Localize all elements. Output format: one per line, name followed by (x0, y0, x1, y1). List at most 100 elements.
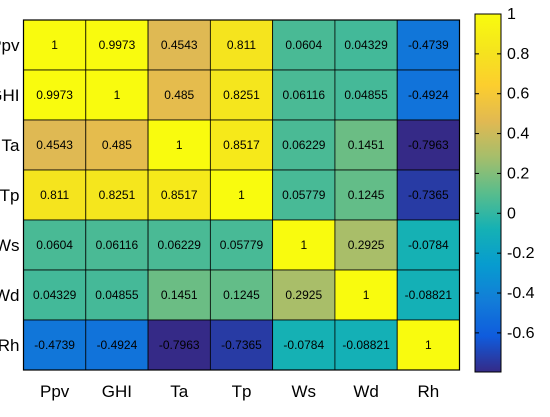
heatmap-cell-tp-ppv (23, 169, 87, 221)
heatmap-cell-value: 0.06229 (282, 138, 326, 152)
heatmap-cell-wd-tp (209, 269, 274, 321)
heatmap-cell-value: 1 (363, 288, 370, 302)
heatmap-cell-value: 0.8251 (99, 188, 136, 202)
heatmap-cell-value: 0.06229 (158, 238, 202, 252)
heatmap-cell-tp-rh (396, 169, 460, 221)
row-label-ta: Ta (2, 136, 21, 155)
heatmap-cell-value: -0.4739 (408, 38, 449, 52)
heatmap-cell-ws-ppv (23, 219, 87, 271)
row-label-tp: Tp (0, 186, 20, 205)
heatmap-cell-rh-ppv (23, 319, 87, 371)
heatmap-cell-value: 0.1245 (223, 288, 260, 302)
heatmap-cell-wd-ws (272, 269, 336, 321)
heatmap-cell-value: -0.0784 (408, 238, 449, 252)
heatmap-cell-value: -0.4924 (97, 338, 138, 352)
col-label-tp: Tp (232, 382, 252, 401)
colorbar-tick-label: -0.2 (507, 245, 535, 262)
heatmap-cell-value: 0.4543 (161, 38, 198, 52)
heatmap-cell-ppv-ppv (23, 19, 87, 71)
heatmap-cell-value: 0.4543 (36, 138, 73, 152)
heatmap-cell-rh-ws (272, 319, 336, 371)
colorbar-tick-label: 0.8 (507, 46, 529, 63)
heatmap-cell-value: 0.8517 (223, 138, 260, 152)
heatmap-cell-ta-rh (396, 119, 460, 171)
heatmap-row-labels: Ppv GHI Ta Tp Ws Wd Rh (0, 36, 20, 355)
heatmap-cell-value: 0.04855 (344, 88, 388, 102)
heatmap-cell-ta-wd (334, 119, 398, 171)
heatmap-cell-wd-ghi (85, 269, 149, 321)
heatmap-cell-value: -0.0784 (283, 338, 324, 352)
row-label-ppv: Ppv (0, 36, 20, 55)
heatmap-cell-ta-ghi (85, 119, 149, 171)
row-label-ws: Ws (0, 236, 20, 255)
heatmap-cell-rh-wd (334, 319, 398, 371)
heatmap-cell-labels: 1 0.9973 0.4543 0.811 0.0604 0.04329 -0.4739 0.… (33, 38, 452, 352)
heatmap-frame (22, 19, 461, 371)
heatmap-cell-ws-rh (396, 219, 460, 271)
heatmap-cell-value: 1 (238, 188, 245, 202)
heatmap-cell-ta-ta (147, 119, 211, 171)
heatmap-cell-value: 1 (176, 138, 183, 152)
heatmap-cell-value: 0.811 (40, 188, 69, 202)
heatmap-cell-value: 0.8517 (161, 188, 198, 202)
col-label-ppv: Ppv (40, 382, 70, 401)
heatmap-cell-value: -0.7365 (408, 188, 449, 202)
heatmap-cell-value: 0.04855 (95, 288, 139, 302)
heatmap-cell-value: 0.06116 (283, 88, 326, 102)
row-label-wd: Wd (0, 286, 20, 305)
heatmap-cell-ghi-rh (396, 69, 460, 121)
heatmap-cell-value: 0.485 (164, 88, 194, 102)
heatmap-cell-ws-ta (147, 219, 211, 271)
heatmap-cell-tp-wd (334, 169, 398, 221)
heatmap-cell-value: 0.1245 (348, 188, 385, 202)
heatmap-cell-value: -0.08821 (342, 338, 390, 352)
heatmap-cells (23, 19, 460, 371)
heatmap-col-labels: Ppv GHI Ta Tp Ws Wd Rh (40, 382, 439, 401)
heatmap-cell-value: 0.485 (102, 138, 132, 152)
colorbar-tick-label: 0 (507, 205, 516, 222)
heatmap-cell-value: 0.2925 (348, 238, 385, 252)
col-label-rh: Rh (417, 382, 439, 401)
heatmap-cell-value: 1 (300, 238, 307, 252)
heatmap-cell-value: -0.7963 (408, 138, 449, 152)
row-label-ghi: GHI (0, 86, 20, 105)
heatmap-cell-value: 0.0604 (285, 38, 322, 52)
heatmap-cell-value: -0.4924 (408, 88, 449, 102)
heatmap-cell-value: 0.05779 (220, 238, 264, 252)
heatmap-cell-value: 0.05779 (282, 188, 326, 202)
heatmap-cell-ppv-wd (334, 19, 398, 71)
heatmap-cell-value: 0.1451 (348, 138, 385, 152)
heatmap-cell-rh-ta (147, 319, 211, 371)
heatmap-cell-value: 0.04329 (344, 38, 388, 52)
heatmap-cell-value: -0.08821 (405, 288, 453, 302)
heatmap-cell-wd-rh (396, 269, 460, 321)
row-label-rh: Rh (0, 336, 20, 355)
col-label-wd: Wd (353, 382, 379, 401)
heatmap-cell-value: 0.8251 (223, 88, 260, 102)
colorbar-tick-label: 1 (507, 6, 516, 23)
heatmap-cell-value: -0.7963 (159, 338, 200, 352)
heatmap-cell-value: 1 (425, 338, 432, 352)
heatmap-cell-ppv-ghi (85, 19, 149, 71)
heatmap-cell-ta-tp (209, 119, 274, 171)
heatmap-cell-value: 1 (51, 38, 58, 52)
heatmap-cell-ghi-ws (272, 69, 336, 121)
heatmap-cell-value: 0.2925 (285, 288, 322, 302)
colorbar (474, 13, 502, 373)
heatmap-cell-value: 1 (114, 88, 121, 102)
heatmap-cell-value: 0.0604 (36, 238, 73, 252)
heatmap-cell-value: 0.1451 (161, 288, 198, 302)
colorbar-tick-label: 0.2 (507, 165, 529, 182)
colorbar-tick-label: -0.4 (507, 285, 535, 302)
heatmap-cell-ghi-ta (147, 69, 211, 121)
colorbar-tick-label: 0.6 (507, 86, 529, 103)
heatmap-cell-ta-ws (272, 119, 336, 171)
colorbar-tick-label: -0.6 (507, 325, 535, 342)
colorbar-ticks: 1 0.8 0.6 0.4 0.2 0 -0.2 -0.4 -0.6 (475, 6, 535, 342)
heatmap-cell-value: -0.4739 (34, 338, 75, 352)
colorbar-tick-label: 0.4 (507, 126, 529, 143)
heatmap-cell-tp-ghi (85, 169, 149, 221)
heatmap-cell-rh-rh (396, 319, 460, 371)
heatmap-cell-value: 0.04329 (33, 288, 77, 302)
